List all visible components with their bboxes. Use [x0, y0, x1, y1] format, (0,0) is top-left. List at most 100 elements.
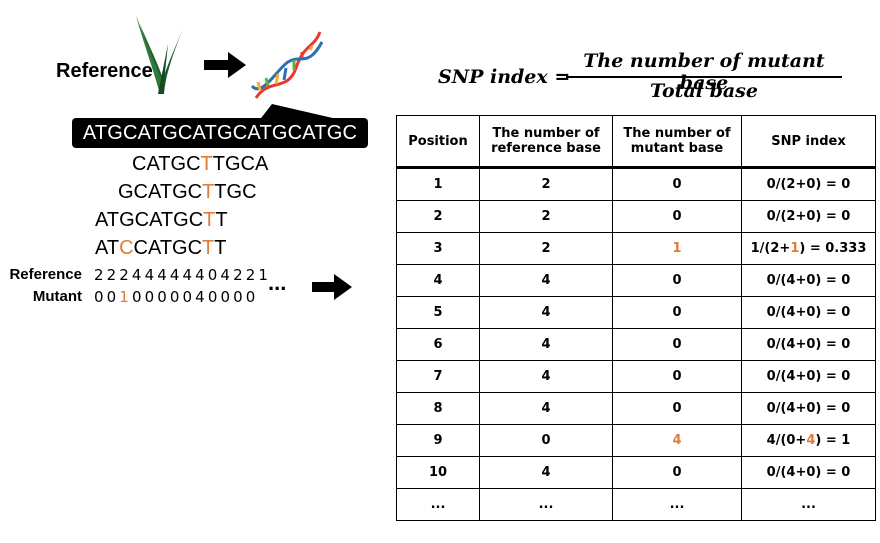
cell-snp-index: 0/(4+0) = 0 [741, 328, 876, 361]
cell-mutant-base: 0 [612, 264, 742, 297]
cell-snp-index: 0/(2+0) = 0 [741, 167, 876, 201]
read-2-pre: GCATGC [118, 181, 203, 203]
snp-index-table: Position The number of reference base Th… [396, 115, 876, 521]
fraction-bar [566, 76, 842, 78]
mutant-digits-a: 00 [94, 288, 120, 306]
count-mutant-label: Mutant [32, 288, 82, 305]
cell-reference-base: 2 [479, 232, 613, 265]
cell-position: ... [396, 488, 480, 521]
cell-mutant-base: 4 [612, 424, 742, 457]
read-4-post: T [214, 237, 227, 259]
read-3-mutation: T [203, 209, 216, 231]
cell-position: 7 [396, 360, 480, 393]
mutant-digits-d: 0000 [207, 288, 259, 306]
read-3: ATGCATGCTT [95, 208, 228, 232]
formula-lhs: SNP index = [438, 66, 571, 88]
read-2-post: TGC [214, 181, 257, 203]
cell-snp-index: 0/(2+0) = 0 [741, 200, 876, 233]
cell-reference-base: 4 [479, 296, 613, 329]
read-4-mutation-1: C [119, 237, 134, 259]
cell-mutant-base: 0 [612, 392, 742, 425]
cell-mutant-base: 0 [612, 200, 742, 233]
header-position: Position [396, 115, 480, 168]
reference-title: Reference [56, 60, 153, 82]
cell-snp-index: 1/(2+1) = 0.333 [741, 232, 876, 265]
cell-snp-index: 0/(4+0) = 0 [741, 264, 876, 297]
cell-position: 10 [396, 456, 480, 489]
count-reference-digits: 22244444404221 [94, 266, 272, 284]
snp-index-part-c: ) = 1 [815, 433, 851, 448]
table-row: 6 4 0 0/(4+0) = 0 [396, 328, 876, 361]
cell-mutant-base: 0 [612, 360, 742, 393]
read-4-mid: CATGC [133, 237, 203, 259]
cell-mutant-base: ... [612, 488, 742, 521]
cell-reference-base: ... [479, 488, 613, 521]
snp-index-part-a: 1/(2+ [750, 241, 791, 256]
table-row: 4 4 0 0/(4+0) = 0 [396, 264, 876, 297]
read-2: GCATGCTTGC [118, 180, 257, 204]
cell-position: 2 [396, 200, 480, 233]
mutant-digits-b: 1 [119, 288, 132, 306]
cell-snp-index: 0/(4+0) = 0 [741, 360, 876, 393]
read-3-post: T [215, 209, 228, 231]
cell-reference-base: 2 [479, 200, 613, 233]
cell-snp-index: 0/(4+0) = 0 [741, 296, 876, 329]
table-row: 5 4 0 0/(4+0) = 0 [396, 296, 876, 329]
header-mutant-base: The number of mutant base [612, 115, 742, 168]
read-4: ATCCATGCTT [95, 236, 226, 260]
table-row: 3 2 1 1/(2+1) = 0.333 [396, 232, 876, 265]
cell-snp-index: ... [741, 488, 876, 521]
snp-index-part-c: ) = 0.333 [799, 241, 867, 256]
cell-reference-base: 4 [479, 264, 613, 297]
read-1-post: TGCA [212, 153, 269, 175]
read-1-mutation: T [200, 153, 213, 175]
reference-sequence: ATGCATGCATGCATGCATGC [72, 118, 368, 148]
counts-ellipsis: ... [268, 270, 287, 295]
arrow-right-icon [204, 52, 246, 78]
cell-reference-base: 4 [479, 328, 613, 361]
formula-fraction: The number of mutant base Total base [566, 50, 842, 102]
cell-reference-base: 4 [479, 360, 613, 393]
read-1-pre: CATGC [132, 153, 201, 175]
read-3-pre: ATGCATGC [95, 209, 204, 231]
cell-reference-base: 2 [479, 167, 613, 201]
formula-numerator: The number of mutant base [583, 50, 825, 94]
cell-mutant-base: 0 [612, 328, 742, 361]
cell-mutant-base: 0 [612, 456, 742, 489]
table-row: 7 4 0 0/(4+0) = 0 [396, 360, 876, 393]
cell-position: 6 [396, 328, 480, 361]
snp-index-part-a: 4/(0+ [766, 433, 807, 448]
callout-pointer [258, 104, 350, 122]
cell-position: 3 [396, 232, 480, 265]
cell-position: 1 [396, 167, 480, 201]
formula-denominator: Total base [650, 80, 758, 102]
cell-mutant-base: 0 [612, 167, 742, 201]
cell-position: 9 [396, 424, 480, 457]
cell-position: 4 [396, 264, 480, 297]
table-row: ............ [396, 488, 876, 521]
table-row: 10 4 0 0/(4+0) = 0 [396, 456, 876, 489]
table-row: 1 2 0 0/(2+0) = 0 [396, 167, 876, 201]
table-row: 2 2 0 0/(2+0) = 0 [396, 200, 876, 233]
cell-mutant-base: 0 [612, 296, 742, 329]
arrow-right-icon [312, 274, 352, 300]
cell-position: 8 [396, 392, 480, 425]
cell-reference-base: 0 [479, 424, 613, 457]
cell-reference-base: 4 [479, 456, 613, 489]
cell-reference-base: 4 [479, 392, 613, 425]
header-snp-index: SNP index [741, 115, 876, 168]
count-mutant-digits: 0010000040000 [94, 288, 258, 306]
read-4-mutation-2: T [202, 237, 215, 259]
cell-snp-index: 0/(4+0) = 0 [741, 456, 876, 489]
cell-mutant-base: 1 [612, 232, 742, 265]
table-row: 9 0 4 4/(0+4) = 1 [396, 424, 876, 457]
cell-snp-index: 4/(0+4) = 1 [741, 424, 876, 457]
snp-index-part-b: 4 [806, 433, 816, 448]
cell-snp-index: 0/(4+0) = 0 [741, 392, 876, 425]
dna-helix-icon [250, 31, 324, 99]
read-2-mutation: T [202, 181, 215, 203]
table-header-row: Position The number of reference base Th… [396, 115, 876, 168]
cell-position: 5 [396, 296, 480, 329]
mutant-digits-c: 000004 [131, 288, 208, 306]
plant-icon [136, 16, 186, 94]
